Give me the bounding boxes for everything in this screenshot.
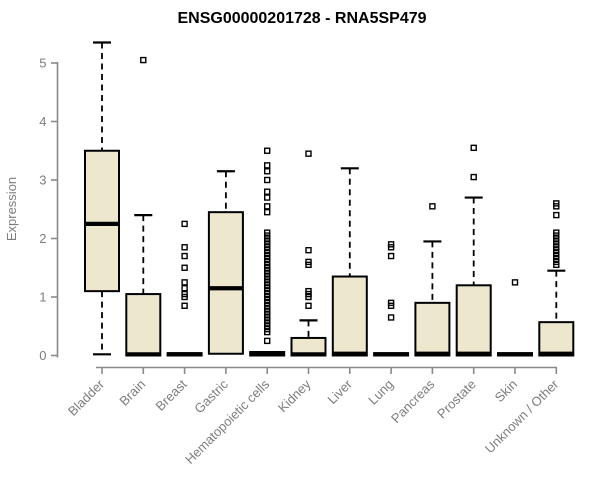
outlier-point [181,244,188,251]
y-axis-label: Expression [4,177,19,241]
y-tick-label: 1 [39,290,46,305]
x-tick-label: Prostate [434,377,479,422]
y-tick-label: 3 [39,173,46,188]
x-tick-label: Liver [324,376,355,407]
outlier-point [264,162,271,169]
outlier-point [264,203,271,210]
outlier-point [264,168,271,175]
box-group-unknown-other [538,200,575,357]
x-tick-label: Pancreas [388,376,438,426]
y-tick-label: 2 [39,231,46,246]
outlier-point [387,302,395,309]
outlier-point [387,244,395,251]
iqr-box [331,275,368,357]
y-tick-label: 4 [39,114,46,129]
outlier-point [181,252,188,260]
iqr-box [207,211,244,355]
iqr-box [538,321,575,357]
outlier-point [264,176,271,184]
box-group-lung [373,241,410,357]
box-group-prostate [455,144,492,357]
outlier-point [553,261,560,269]
outlier-point [429,203,436,210]
outlier-point [305,293,312,301]
box-group-bladder [84,41,120,356]
outlier-point [264,188,271,195]
iqr-box [125,293,162,357]
outlier-point [387,314,395,321]
outlier-point [305,302,312,309]
x-tick-label: Skin [492,377,520,405]
outlier-point [305,150,312,157]
outlier-point [387,252,395,260]
box-group-skin [497,279,533,357]
outlier-point [181,279,188,286]
x-tick-label: Gastric [191,376,231,416]
outlier-point [181,220,188,228]
x-tick-label: Unknown / Other [482,376,562,456]
box-group-breast [166,220,203,357]
outlier-point [264,337,271,345]
iqr-box [414,301,451,357]
y-tick-label: 0 [39,348,46,363]
box-group-kidney [290,150,327,357]
outlier-point [264,208,271,216]
outlier-point [181,285,188,292]
x-tick-label: Breast [153,376,190,413]
y-tick-label: 5 [39,56,46,71]
outlier-point [511,279,519,286]
outlier-point [181,302,188,309]
outlier-point [264,328,271,336]
box-group-liver [331,167,368,357]
outlier-point [140,56,147,64]
outlier-point [181,293,188,301]
x-tick-label: Bladder [65,376,108,419]
x-tick-label: Brain [116,377,148,409]
box-group-gastric [207,170,244,355]
x-tick-label: Kidney [275,376,314,415]
box-group-brain [125,56,162,357]
x-tick-label: Lung [365,377,396,408]
iqr-box [84,149,120,293]
iqr-box [455,284,492,357]
boxes-layer [84,41,575,357]
outlier-point [470,173,477,181]
box-group-pancreas [414,203,451,357]
outlier-point [553,203,560,210]
outlier-point [305,246,312,254]
chart-title: ENSG00000201728 - RNA5SP479 [177,10,426,27]
outlier-point [181,264,188,271]
outlier-point [264,147,271,154]
outlier-point [264,194,271,201]
outlier-point [305,261,312,269]
box-group-hematopoietic-cells [249,147,286,357]
outlier-point [470,144,477,152]
outlier-point [553,211,560,219]
